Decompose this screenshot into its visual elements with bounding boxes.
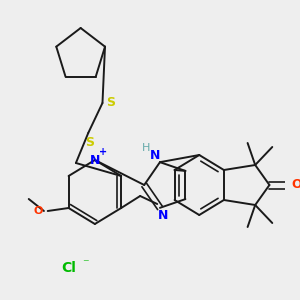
Text: H: H bbox=[142, 143, 150, 153]
Text: N: N bbox=[150, 149, 160, 162]
Text: S: S bbox=[106, 95, 116, 109]
Text: N: N bbox=[90, 154, 100, 166]
Text: O: O bbox=[292, 178, 300, 191]
Text: +: + bbox=[99, 147, 107, 157]
Text: S: S bbox=[85, 136, 94, 148]
Text: N: N bbox=[158, 209, 168, 222]
Text: ⁻: ⁻ bbox=[82, 257, 89, 271]
Text: Cl: Cl bbox=[61, 261, 76, 275]
Text: O: O bbox=[34, 206, 43, 216]
